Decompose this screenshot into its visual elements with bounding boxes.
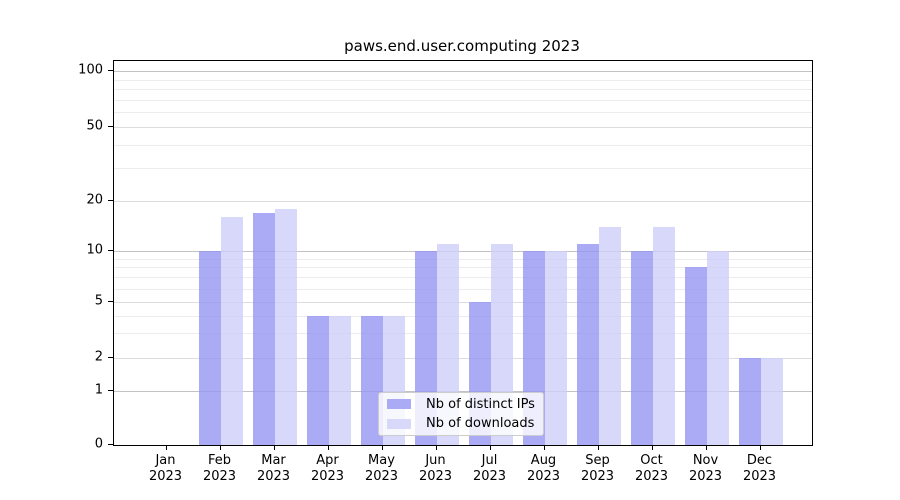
bar-ips-apr [306,315,329,445]
y-tick-label: 0 [94,436,103,452]
x-tick-label: Apr 2023 [310,453,345,484]
y-tick-mark [108,444,113,445]
y-tick-mark [108,390,113,391]
chart-title: paws.end.user.computing 2023 [344,37,580,55]
x-tick-label: May 2023 [364,453,399,484]
legend-swatch-downloads [387,418,411,429]
y-tick-mark [108,250,113,251]
x-tick-mark [381,445,383,450]
gridline-major [114,71,812,72]
y-tick-mark [108,357,113,358]
gridline-minor [114,267,812,269]
bar-downloads-feb [220,217,243,445]
legend-label-distinct-ips: Nb of distinct IPs [426,396,535,412]
x-tick-label: Sep 2023 [580,453,615,484]
gridline-minor [114,333,812,335]
bar-downloads-nov [706,251,729,445]
x-tick-mark [327,445,329,450]
legend-label-downloads: Nb of downloads [426,416,535,432]
x-tick-mark [543,445,545,450]
gridline-minor [114,168,812,170]
gridline-major [114,251,812,252]
gridline-minor [114,288,812,290]
x-tick-mark [759,445,761,450]
bar-downloads-mar [274,208,297,445]
bar-ips-feb [198,251,221,445]
gridline-minor [114,277,812,279]
y-tick-label: 10 [86,242,103,258]
x-tick-mark [705,445,707,450]
gridline-minor [114,79,812,81]
bar-ips-dec [738,358,761,445]
bar-downloads-oct [652,226,675,445]
bar-ips-nov [684,267,707,445]
x-tick-label: Mar 2023 [256,453,291,484]
bar-downloads-apr [328,315,351,445]
x-tick-label: Dec 2023 [742,453,777,484]
x-tick-label: Jun 2023 [418,453,453,484]
x-tick-label: Oct 2023 [634,453,669,484]
gridline-mid [114,358,812,359]
gridline-minor [114,112,812,114]
x-tick-mark [651,445,653,450]
x-tick-mark [165,445,167,450]
x-tick-label: Feb 2023 [202,453,237,484]
x-tick-mark [219,445,221,450]
legend-item-downloads: Nb of downloads [385,416,537,433]
y-tick-label: 2 [94,349,103,365]
y-tick-mark [108,301,113,302]
y-tick-label: 100 [78,62,103,78]
gridline-minor [114,145,812,147]
y-tick-label: 5 [94,293,103,309]
bar-downloads-sep [598,226,621,445]
y-tick-label: 1 [94,382,103,398]
legend-item-distinct-ips: Nb of distinct IPs [385,396,537,413]
gridline-minor [114,89,812,91]
y-tick-mark [108,70,113,71]
gridline-minor [114,258,812,260]
y-tick-label: 50 [86,118,103,134]
bar-downloads-dec [760,358,783,445]
gridline-minor [114,99,812,101]
legend: Nb of distinct IPs Nb of downloads [378,392,544,436]
x-tick-label: Jul 2023 [472,453,507,484]
bar-ips-mar [252,212,275,445]
bar-downloads-aug [544,251,567,445]
gridline-mid [114,127,812,128]
x-tick-mark [273,445,275,450]
x-tick-mark [489,445,491,450]
x-tick-label: Nov 2023 [688,453,723,484]
y-tick-mark [108,126,113,127]
bar-ips-may [360,315,383,445]
gridline-major [114,391,812,392]
bar-ips-sep [576,244,599,445]
y-tick-label: 20 [86,192,103,208]
x-tick-mark [435,445,437,450]
x-tick-label: Jan 2023 [148,453,183,484]
bar-ips-oct [630,251,653,445]
legend-swatch-distinct-ips [387,399,411,410]
x-tick-mark [597,445,599,450]
gridline-mid [114,302,812,303]
plot-area [113,60,813,446]
gridline-minor [114,315,812,317]
gridline-mid [114,201,812,202]
x-tick-label: Aug 2023 [526,453,561,484]
y-tick-mark [108,200,113,201]
